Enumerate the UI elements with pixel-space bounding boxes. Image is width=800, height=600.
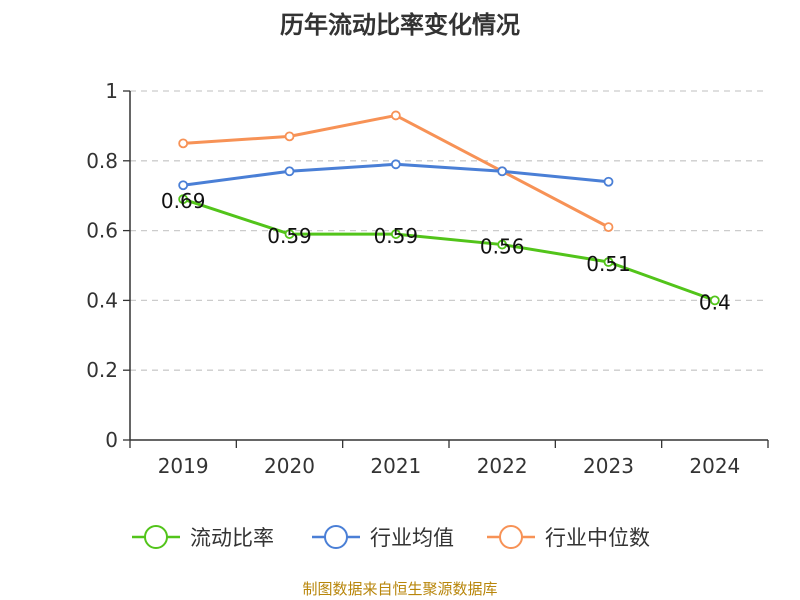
data-point[interactable] bbox=[390, 229, 401, 239]
y-tick-label: 0.2 bbox=[86, 358, 118, 382]
legend-marker bbox=[499, 525, 523, 549]
y-tick-label: 0.8 bbox=[86, 149, 118, 173]
data-point[interactable] bbox=[497, 166, 508, 177]
x-tick-label: 2021 bbox=[370, 454, 421, 478]
legend-label: 行业均值 bbox=[370, 526, 454, 550]
data-point[interactable] bbox=[709, 295, 720, 306]
x-tick-label: 2020 bbox=[264, 454, 315, 478]
data-label: 0.59 bbox=[374, 224, 419, 248]
data-point[interactable] bbox=[284, 131, 295, 142]
y-tick-label: 0 bbox=[105, 428, 118, 452]
legend-label: 行业中位数 bbox=[545, 526, 650, 550]
x-tick-label: 2024 bbox=[689, 454, 740, 478]
source-note: 制图数据来自恒生聚源数据库 bbox=[302, 580, 497, 598]
x-tick-label: 2022 bbox=[477, 454, 528, 478]
y-tick-label: 0.6 bbox=[86, 219, 118, 243]
legend-marker bbox=[324, 525, 348, 549]
data-point[interactable] bbox=[603, 222, 614, 233]
y-tick-label: 1 bbox=[105, 79, 118, 103]
data-point[interactable] bbox=[603, 176, 614, 187]
legend-item-2[interactable]: 行业均值 bbox=[312, 525, 454, 550]
data-point[interactable] bbox=[284, 166, 295, 177]
x-tick-label: 2019 bbox=[158, 454, 209, 478]
y-tick-label: 0.4 bbox=[86, 288, 118, 312]
series-line-3 bbox=[183, 113, 610, 229]
data-point[interactable] bbox=[497, 239, 508, 250]
data-point[interactable] bbox=[284, 229, 295, 239]
legend-label: 流动比率 bbox=[190, 526, 274, 550]
data-label: 0.51 bbox=[586, 252, 631, 276]
data-point[interactable] bbox=[178, 180, 189, 191]
chart-title: 历年流动比率变化情况 bbox=[280, 11, 520, 39]
data-label: 0.59 bbox=[267, 224, 312, 248]
legend-item-3[interactable]: 行业中位数 bbox=[487, 525, 650, 550]
grid-lines bbox=[130, 90, 768, 371]
data-label: 0.69 bbox=[161, 189, 206, 213]
axes: 0 0.2 0.4 0.6 0.8 1 2019 2020 2021 2022 2023 2024 bbox=[86, 79, 769, 478]
data-labels: 0.69 0.59 0.59 0.56 0.51 0.4 bbox=[161, 189, 731, 314]
data-point[interactable] bbox=[178, 194, 189, 205]
legend[interactable]: 流动比率 行业均值 行业中位数 bbox=[132, 525, 650, 550]
series-lines bbox=[178, 110, 720, 306]
data-point[interactable] bbox=[390, 110, 401, 121]
series-line-1 bbox=[182, 197, 716, 302]
data-point[interactable] bbox=[178, 138, 189, 149]
data-point[interactable] bbox=[390, 159, 401, 170]
data-label: 0.56 bbox=[480, 235, 525, 259]
legend-item-1[interactable]: 流动比率 bbox=[132, 525, 274, 550]
x-tick-label: 2023 bbox=[583, 454, 634, 478]
legend-marker bbox=[144, 525, 168, 549]
data-label: 0.4 bbox=[699, 290, 731, 314]
data-point[interactable] bbox=[603, 257, 614, 267]
